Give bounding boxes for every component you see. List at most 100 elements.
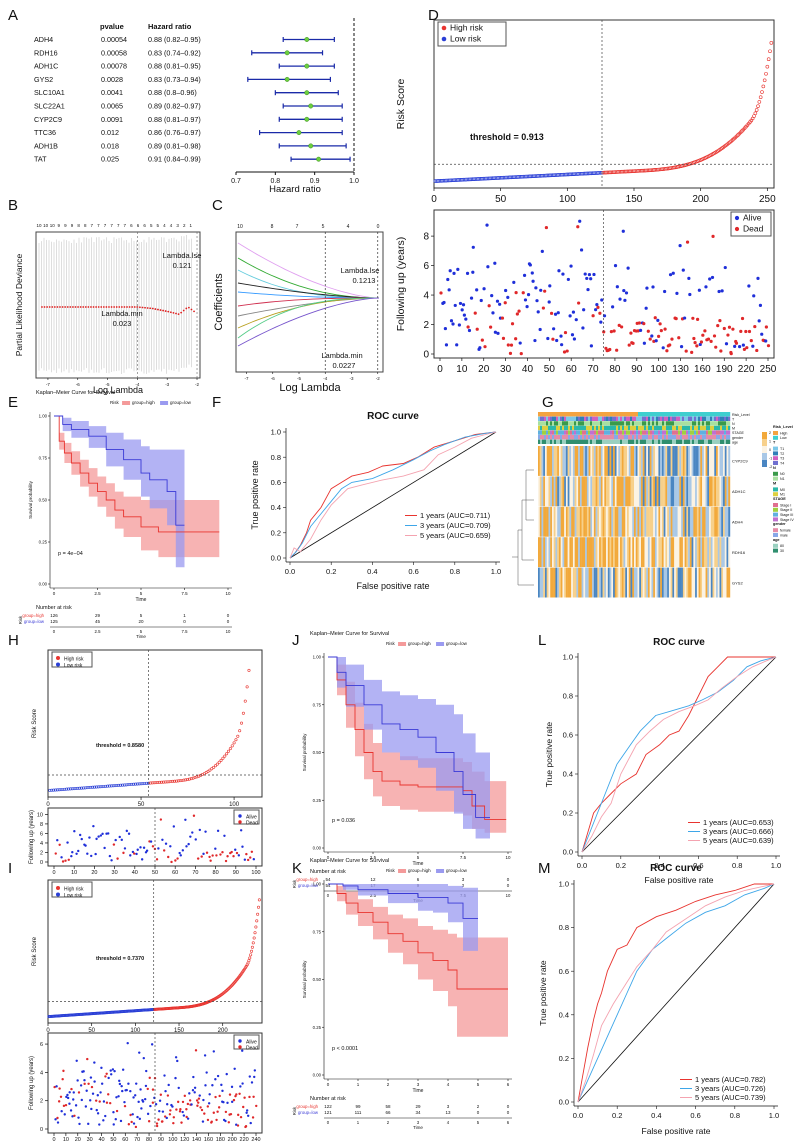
heatmap-cell bbox=[567, 567, 570, 598]
legend-item-label: T2 bbox=[780, 452, 784, 456]
heatmap-cell bbox=[567, 446, 570, 476]
risk-count: 12 bbox=[370, 877, 376, 882]
roc-curve bbox=[289, 431, 497, 559]
x-tick-label: 90 bbox=[233, 870, 239, 876]
risk-point bbox=[485, 176, 490, 181]
alive-point bbox=[704, 285, 708, 289]
annotation-cell bbox=[676, 412, 679, 417]
annotation-cell bbox=[702, 430, 705, 435]
heatmap-cell bbox=[637, 506, 640, 537]
heatmap-cell bbox=[546, 476, 549, 507]
annotation-cell bbox=[566, 412, 569, 417]
heatmap-cell bbox=[661, 446, 664, 476]
annotation-cell bbox=[564, 425, 567, 431]
heatmap-cell bbox=[539, 537, 542, 568]
heatmap-cell bbox=[681, 537, 684, 568]
heatmap-cell bbox=[675, 537, 678, 568]
risk-point bbox=[536, 174, 540, 178]
alive-point bbox=[204, 830, 207, 833]
x-tick-label: 20 bbox=[91, 870, 97, 876]
annotation-cell bbox=[650, 421, 653, 426]
top-tick-label: 7 bbox=[110, 223, 113, 228]
alive-point bbox=[179, 854, 182, 857]
row-label: RDH16 bbox=[732, 550, 746, 555]
heatmap-cell bbox=[599, 537, 602, 568]
legend-item-label: Stage IV bbox=[780, 518, 794, 522]
risk-count: 6 bbox=[417, 877, 420, 882]
legend-item-label: T3 bbox=[780, 457, 784, 461]
risk-count: 99 bbox=[355, 1104, 361, 1109]
heatmap-cell bbox=[620, 476, 622, 507]
heatmap-cell bbox=[558, 506, 561, 537]
annotation-cell bbox=[678, 439, 681, 444]
heatmap-cell bbox=[558, 567, 561, 598]
dead-point bbox=[73, 1114, 76, 1117]
x-tick-label: 0 bbox=[52, 870, 55, 876]
heatmap-cell bbox=[679, 506, 682, 537]
annotation-cell bbox=[726, 412, 729, 417]
y-axis-label: True positive rate bbox=[544, 722, 554, 788]
diagonal-line bbox=[289, 431, 497, 559]
dead-point bbox=[215, 1118, 218, 1122]
risk-point bbox=[605, 170, 610, 175]
heatmap-cell bbox=[538, 476, 540, 507]
legend-label-dead: Dead bbox=[246, 1046, 258, 1052]
alive-point bbox=[91, 1092, 95, 1095]
risk-point bbox=[572, 172, 576, 176]
heatmap-cell bbox=[592, 506, 595, 537]
heatmap-cell bbox=[703, 446, 706, 476]
annotation-cell bbox=[672, 435, 675, 440]
dead-point bbox=[596, 305, 600, 309]
risk-point bbox=[236, 734, 240, 738]
risk-point bbox=[161, 780, 165, 784]
alive-point bbox=[599, 320, 603, 324]
dead-point bbox=[565, 349, 569, 353]
annotation-cell bbox=[608, 416, 611, 421]
dead-point bbox=[105, 1101, 109, 1104]
dead-point bbox=[157, 1118, 160, 1121]
annotation-cell bbox=[646, 421, 649, 426]
risk-point bbox=[76, 786, 80, 790]
risk-point bbox=[656, 167, 660, 172]
annotation-cell bbox=[650, 425, 653, 431]
annotation-cell bbox=[720, 412, 723, 417]
annotation-cell bbox=[596, 412, 599, 417]
alive-point bbox=[114, 838, 117, 842]
annotation-cell bbox=[692, 421, 695, 426]
alive-point bbox=[78, 833, 82, 837]
heatmap-cell bbox=[698, 506, 701, 537]
annotation-cell bbox=[578, 439, 581, 444]
heatmap-cell bbox=[707, 537, 710, 568]
dead-point bbox=[227, 1121, 231, 1124]
annotation-cell bbox=[610, 412, 613, 417]
annotation-cell bbox=[706, 416, 709, 421]
x-tick-label: 10 bbox=[225, 591, 231, 596]
annotation-cell bbox=[706, 435, 709, 440]
legend-swatch-low bbox=[441, 36, 447, 42]
alive-point bbox=[504, 288, 508, 293]
dead-point bbox=[541, 306, 545, 310]
legend-label-alive: Alive bbox=[743, 213, 762, 223]
risk-point bbox=[66, 787, 70, 791]
annotation-cell bbox=[586, 412, 589, 417]
alive-point bbox=[253, 1075, 256, 1079]
annotation-cell bbox=[694, 435, 697, 440]
risk-point bbox=[154, 781, 158, 785]
annotation-cell bbox=[718, 421, 721, 426]
deviance-point bbox=[187, 306, 190, 309]
heatmap-cell bbox=[702, 476, 705, 507]
heatmap-cell bbox=[695, 446, 698, 476]
pvalue-value: 0.0091 bbox=[101, 115, 123, 124]
heatmap-cell bbox=[668, 537, 671, 568]
heatmap-cell bbox=[716, 506, 718, 537]
risk-point bbox=[537, 174, 542, 178]
alive-point bbox=[126, 1041, 129, 1045]
annotation-cell bbox=[568, 421, 571, 426]
alive-point bbox=[110, 1073, 113, 1076]
alive-point bbox=[216, 829, 220, 833]
annotation-cell bbox=[704, 421, 707, 426]
alive-point bbox=[167, 1083, 170, 1087]
alive-point bbox=[453, 303, 457, 308]
dead-point bbox=[250, 850, 254, 853]
annotation-cell bbox=[582, 430, 585, 435]
